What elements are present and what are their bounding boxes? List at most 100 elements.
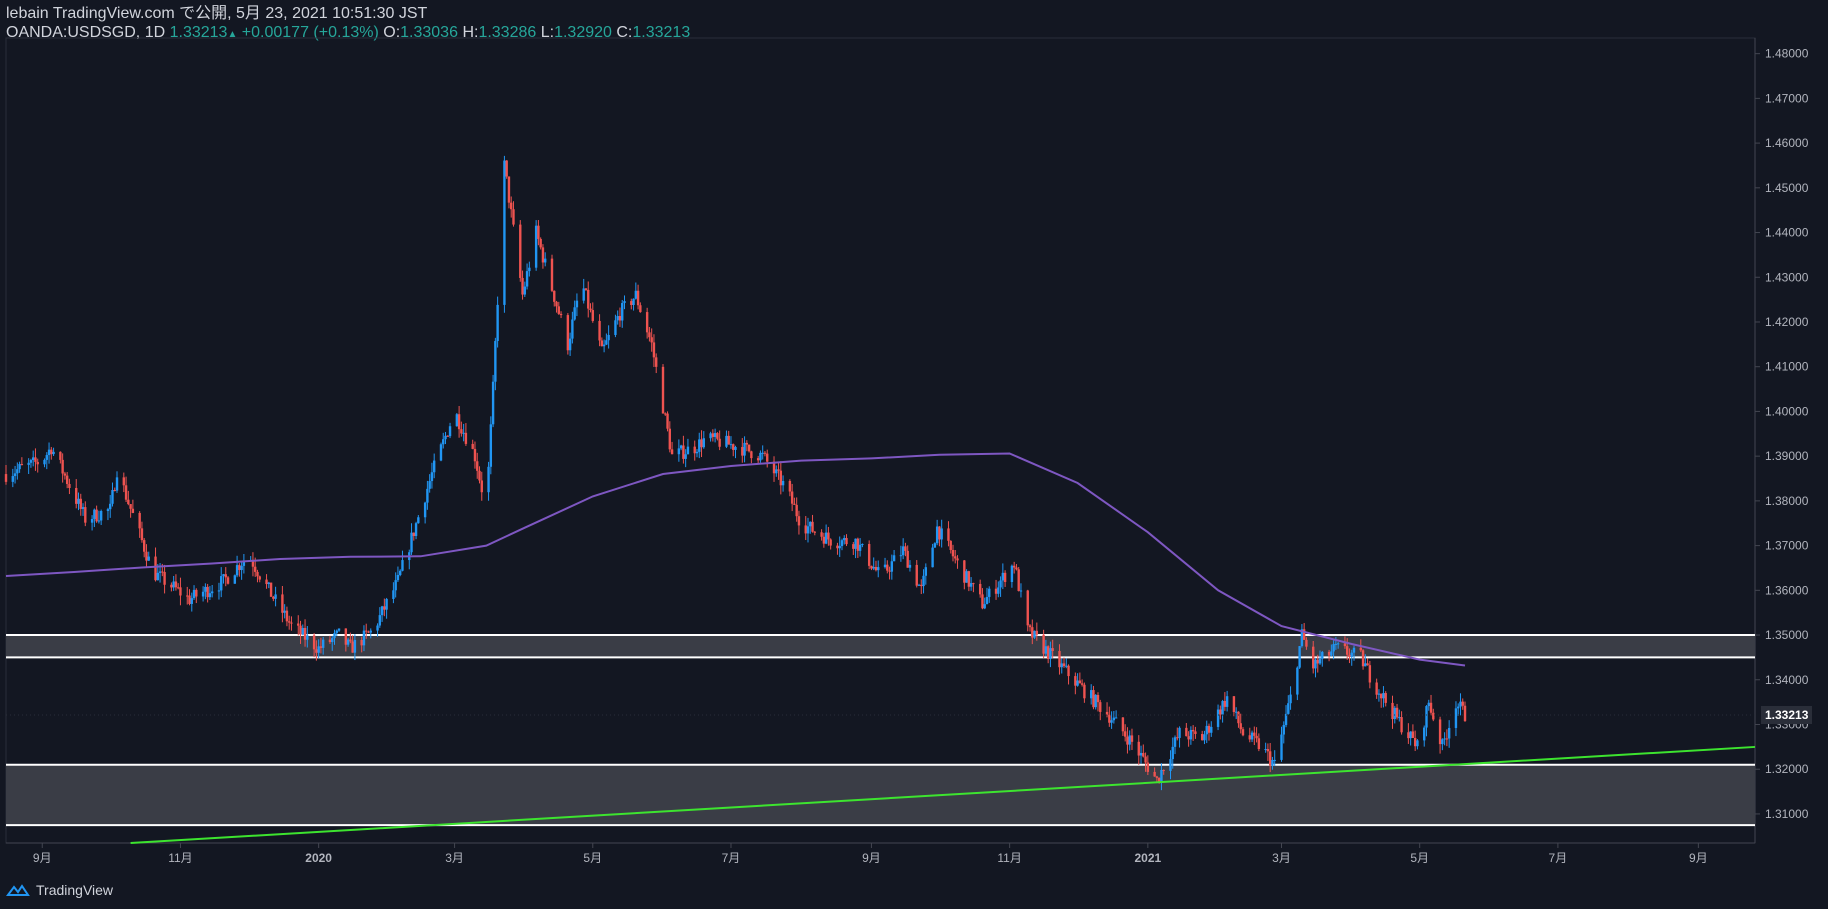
y-tick-label-14: 1.34000 [1765,673,1809,687]
candle-body-106 [344,628,348,645]
candle-body-266 [852,544,855,549]
candle-body-32 [109,503,112,510]
candle-body-51 [170,584,173,588]
candle-body-71 [233,575,237,584]
candle-body-100 [321,639,325,648]
x-tick-label-1: 11月 [168,851,192,865]
candle-body-408 [1300,629,1304,647]
candle-body-441 [1407,732,1410,739]
candle-body-306 [978,583,982,595]
candle-body-321 [1026,590,1029,626]
candle-body-182 [584,288,588,290]
candle-body-376 [1201,733,1204,741]
candle-body-309 [985,596,989,605]
candle-body-420 [1336,643,1340,645]
candle-body-210 [670,449,674,455]
candle-body-380 [1210,726,1213,733]
candle-body-15 [52,451,55,455]
candle-body-311 [994,588,998,594]
candle-body-161 [519,224,522,278]
candle-body-348 [1110,720,1113,723]
candle-body-163 [523,286,527,295]
candle-body-237 [759,452,762,461]
candle-body-329 [1049,648,1052,660]
candle-body-121 [392,590,395,599]
candle-body-36 [122,477,126,486]
candle-body-365 [1162,769,1165,771]
candle-body-337 [1076,680,1079,686]
candle-body-208 [666,413,669,429]
candle-body-176 [566,315,570,351]
candle-body-286 [915,564,918,586]
candle-body-16 [59,451,62,460]
candle-body-222 [711,433,715,437]
candle-body-263 [840,540,844,547]
candle-body-148 [476,461,479,471]
candle-body-150 [480,480,483,493]
candle-body-344 [1096,694,1100,703]
candle-body-308 [983,604,986,609]
candle-body-2 [13,473,17,477]
candle-body-243 [777,469,780,471]
candle-body-27 [93,509,96,519]
candle-body-418 [1332,644,1335,652]
candle-body-177 [568,338,572,351]
candle-body-350 [1114,717,1118,719]
x-tick-label-4: 5月 [583,851,602,865]
candle-body-0 [4,474,8,482]
candle-body-23 [79,498,82,509]
candle-body-7 [29,460,33,463]
candle-body-140 [448,426,452,437]
candle-body-402 [1282,725,1285,735]
candle-body-246 [788,480,792,492]
candle-body-229 [732,444,735,450]
candle-body-53 [174,581,178,588]
candle-body-226 [725,435,728,447]
candle-body-279 [890,561,894,572]
candle-body-209 [668,428,672,450]
candle-body-293 [935,526,939,544]
candle-body-196 [630,301,633,305]
publish-info: lebain TradingView.com で公開, 5月 23, 2021 … [6,5,428,22]
candle-body-240 [766,453,769,462]
candle-body-325 [1035,630,1039,635]
candle-body-99 [319,646,323,648]
candle-body-124 [399,570,402,575]
candle-body-6 [27,462,30,465]
candle-body-255 [813,531,816,533]
candle-body-331 [1058,650,1061,668]
candle-body-173 [555,301,558,307]
candle-body-425 [1352,647,1356,653]
brand-name: TradingView [36,882,114,898]
candle-body-285 [908,564,912,568]
candle-body-45 [147,556,150,561]
candle-body-89 [287,621,291,623]
candle-body-382 [1219,709,1222,715]
candle-body-98 [317,646,320,653]
candle-body-5 [20,464,24,466]
candle-body-84 [272,596,275,599]
candle-body-194 [621,303,624,321]
candle-body-12 [45,455,48,460]
candle-body-277 [886,564,889,571]
candle-body-102 [331,638,334,643]
candle-body-164 [525,271,529,287]
candle-body-259 [827,532,830,540]
candle-body-185 [591,310,594,321]
candle-body-1 [11,476,14,482]
candle-body-239 [763,452,767,454]
y-tick-label-0: 1.48000 [1765,47,1809,61]
candle-body-48 [158,571,162,573]
candle-body-244 [779,470,783,486]
candle-body-454 [1445,738,1449,740]
candle-body-236 [756,458,760,461]
candle-body-410 [1305,639,1308,647]
candle-body-284 [906,550,909,568]
candle-body-198 [634,290,638,299]
symbol-legend: OANDA:USDSGD, 1D 1.33213▲ +0.00177 (+0.1… [6,23,690,44]
candle-body-335 [1067,665,1070,677]
candle-body-156 [503,160,506,305]
candle-body-353 [1126,736,1129,745]
candle-body-95 [306,635,309,640]
